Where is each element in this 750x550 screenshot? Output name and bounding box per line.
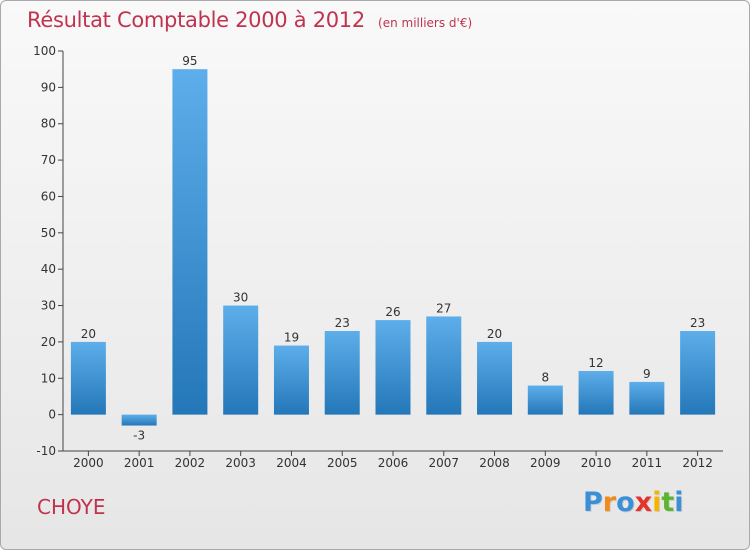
y-tick-label: 80 bbox=[41, 117, 56, 131]
data-label: 12 bbox=[588, 356, 603, 370]
data-label: 23 bbox=[690, 316, 705, 330]
bar bbox=[375, 320, 411, 415]
data-label: 19 bbox=[284, 331, 299, 345]
logo-letter: i bbox=[652, 487, 662, 518]
data-label: 20 bbox=[487, 327, 502, 341]
x-tick-label: 2009 bbox=[530, 456, 561, 470]
data-label: 26 bbox=[385, 305, 400, 319]
bar bbox=[324, 331, 360, 415]
y-tick-label: -10 bbox=[36, 444, 56, 458]
x-tick-label: 2006 bbox=[378, 456, 409, 470]
bar bbox=[223, 305, 259, 415]
bar bbox=[477, 341, 513, 415]
x-tick-label: 2002 bbox=[175, 456, 206, 470]
x-tick-label: 2000 bbox=[73, 456, 104, 470]
bar bbox=[273, 345, 309, 415]
y-tick-label: 20 bbox=[41, 335, 56, 349]
bar bbox=[172, 69, 208, 415]
data-label: 23 bbox=[335, 316, 350, 330]
y-tick-label: 100 bbox=[33, 44, 56, 58]
x-tick-label: 2007 bbox=[428, 456, 459, 470]
data-label: -3 bbox=[133, 429, 145, 443]
x-tick-label: 2004 bbox=[276, 456, 307, 470]
x-tick-label: 2005 bbox=[327, 456, 358, 470]
bar bbox=[121, 414, 157, 426]
y-tick-label: 10 bbox=[41, 371, 56, 385]
y-tick-label: 90 bbox=[41, 80, 56, 94]
bar bbox=[426, 316, 462, 415]
logo-letter: i bbox=[674, 487, 684, 518]
y-tick-label: 70 bbox=[41, 153, 56, 167]
x-tick-label: 2008 bbox=[479, 456, 510, 470]
data-label: 30 bbox=[233, 291, 248, 305]
town-name: CHOYE bbox=[37, 495, 106, 519]
y-tick-label: 60 bbox=[41, 189, 56, 203]
data-label: 95 bbox=[182, 54, 197, 68]
x-tick-label: 2011 bbox=[632, 456, 663, 470]
chart-title: Résultat Comptable 2000 à 2012 (en milli… bbox=[27, 8, 472, 32]
data-label: 27 bbox=[436, 301, 451, 315]
y-tick-label: 0 bbox=[48, 408, 56, 422]
logo-letter: r bbox=[602, 487, 617, 518]
bar bbox=[527, 385, 563, 415]
bar bbox=[680, 331, 716, 415]
chart-title-text: Résultat Comptable 2000 à 2012 bbox=[27, 8, 365, 32]
data-label: 9 bbox=[643, 367, 651, 381]
x-tick-label: 2012 bbox=[682, 456, 713, 470]
logo-letter: x bbox=[634, 487, 653, 518]
y-tick-label: 50 bbox=[41, 226, 56, 240]
bar bbox=[578, 371, 614, 415]
x-tick-label: 2003 bbox=[225, 456, 256, 470]
data-label: 8 bbox=[541, 371, 549, 385]
logo-letter: P bbox=[583, 487, 603, 518]
x-tick-label: 2001 bbox=[124, 456, 155, 470]
logo-letter: o bbox=[616, 487, 635, 518]
data-label: 20 bbox=[81, 327, 96, 341]
y-tick-label: 40 bbox=[41, 262, 56, 276]
logo-letter: t bbox=[661, 487, 675, 518]
x-tick-label: 2010 bbox=[581, 456, 612, 470]
chart-unit: (en milliers d'€) bbox=[378, 16, 473, 30]
bar bbox=[629, 381, 665, 415]
bar bbox=[70, 341, 106, 415]
proxiti-logo[interactable]: Proxiti bbox=[583, 487, 684, 518]
y-tick-label: 30 bbox=[41, 299, 56, 313]
